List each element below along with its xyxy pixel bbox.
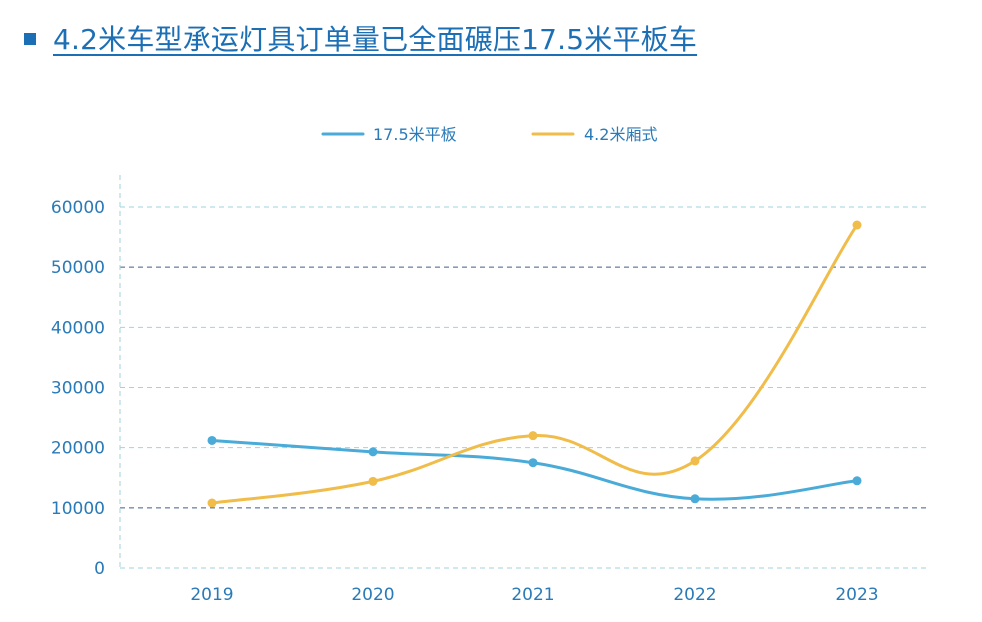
x-tick-label-2019: 2019 (190, 585, 233, 605)
data-point-0-2023 (852, 476, 862, 486)
y-tick-label-30000: 30000 (51, 379, 105, 399)
y-tick-label-50000: 50000 (51, 258, 105, 278)
title-bullet-icon (24, 33, 36, 45)
x-tick-label-2020: 2020 (351, 585, 394, 605)
data-point-1-2022 (690, 456, 700, 466)
legend-item-1: 4.2米厢式 (531, 125, 657, 144)
series-line-1 (210, 223, 859, 505)
data-point-0-2020 (368, 447, 378, 457)
data-point-1-2023 (852, 220, 862, 230)
legend-label-1: 4.2米厢式 (584, 125, 657, 144)
y-tick-label-60000: 60000 (51, 198, 105, 218)
x-tick-label-2021: 2021 (511, 585, 554, 605)
y-tick-label-0: 0 (94, 559, 105, 579)
data-point-1-2020 (368, 476, 378, 486)
legend-item-0: 17.5米平板 (321, 125, 457, 144)
data-point-1-2019 (207, 498, 217, 508)
y-tick-label-10000: 10000 (51, 499, 105, 519)
legend: 17.5米平板 4.2米厢式 (321, 125, 657, 144)
series-line-0 (210, 438, 859, 501)
legend-label-0: 17.5米平板 (373, 125, 457, 144)
series-0 (207, 435, 862, 504)
data-point-1-2021 (528, 431, 538, 441)
data-point-0-2019 (207, 435, 217, 445)
data-point-0-2021 (528, 458, 538, 468)
page-title: 4.2米车型承运灯具订单量已全面碾压17.5米平板车 (53, 23, 698, 56)
x-tick-label-2022: 2022 (673, 585, 716, 605)
title-row: 4.2米车型承运灯具订单量已全面碾压17.5米平板车 (24, 18, 697, 58)
axes: 0 10000 20000 30000 40000 50000 60000 2019 2020 2… (51, 175, 879, 605)
data-point-0-2022 (690, 494, 700, 504)
x-tick-label-2023: 2023 (835, 585, 878, 605)
series-1 (207, 220, 862, 508)
y-tick-label-40000: 40000 (51, 318, 105, 338)
y-tick-label-20000: 20000 (51, 439, 105, 459)
series-lines (207, 220, 862, 508)
grid-lines (120, 206, 930, 569)
